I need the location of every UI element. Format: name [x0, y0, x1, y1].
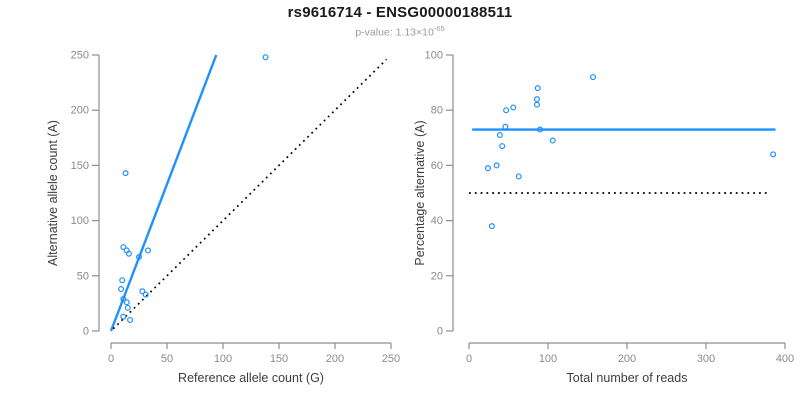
- y-tick-label: 40: [431, 215, 443, 227]
- y-tick-label: 80: [431, 105, 443, 117]
- data-point: [537, 126, 544, 133]
- data-point: [125, 250, 132, 257]
- chart-subtitle: p-value: 1.13×10-65: [0, 24, 800, 39]
- x-tick-label: 100: [539, 353, 557, 365]
- data-point: [496, 132, 503, 139]
- data-point: [510, 104, 517, 111]
- x-tick-label: 400: [776, 353, 794, 365]
- data-point: [488, 223, 495, 230]
- y-axis-title: Alternative allele count (A): [46, 120, 60, 266]
- x-tick-label: 300: [697, 353, 715, 365]
- y-tick-label: 100: [71, 215, 89, 227]
- data-point: [123, 299, 130, 306]
- chart-title: rs9616714 - ENSG00000188511: [287, 4, 513, 21]
- y-tick-label: 50: [77, 270, 89, 282]
- data-point: [484, 165, 491, 172]
- y-tick-label: 0: [437, 326, 443, 338]
- data-point: [139, 288, 146, 295]
- x-tick-label: 250: [382, 353, 400, 365]
- y-tick-label: 150: [71, 160, 89, 172]
- data-point: [142, 291, 149, 298]
- y-tick-label: 200: [71, 105, 89, 117]
- data-point: [493, 162, 500, 169]
- data-point: [127, 316, 134, 323]
- x-tick-label: 0: [466, 353, 472, 365]
- y-tick-label: 20: [431, 270, 443, 282]
- x-tick-label: 0: [108, 353, 114, 365]
- data-point: [499, 143, 506, 150]
- data-point: [534, 85, 541, 92]
- data-point: [262, 54, 269, 61]
- data-point: [120, 295, 127, 302]
- allele-counts-scatter: 0 50 100 150 200 250 0 50 100 150 200 250 Reference …: [46, 50, 400, 386]
- y-tick-label: 60: [431, 160, 443, 172]
- regression-line: [109, 54, 218, 332]
- y-tick-label: 250: [71, 50, 89, 62]
- percentage-alternative-scatter: 0 20 40 60 80 100 0 100 200 300 400 Total number of…: [413, 50, 794, 386]
- data-point: [120, 313, 127, 320]
- data-point: [515, 173, 522, 180]
- x-axis-title: Total number of reads: [567, 371, 688, 385]
- data-point: [124, 304, 131, 311]
- x-tick-label: 150: [270, 353, 288, 365]
- x-tick-label: 50: [161, 353, 173, 365]
- x-tick-label: 200: [618, 353, 636, 365]
- data-point: [770, 151, 777, 158]
- data-point: [118, 286, 125, 293]
- pvalue-text: p-value: 1.13×10: [355, 26, 434, 39]
- data-point: [122, 170, 129, 177]
- data-point: [533, 96, 540, 103]
- pvalue-exponent: -65: [433, 24, 445, 33]
- data-point: [502, 123, 509, 130]
- data-point: [549, 137, 556, 144]
- data-point: [503, 107, 510, 114]
- data-point: [119, 277, 126, 284]
- y-tick-label: 0: [83, 326, 89, 338]
- x-axis-title: Reference allele count (G): [178, 371, 324, 385]
- data-point: [144, 247, 151, 254]
- data-point: [590, 74, 597, 81]
- x-tick-label: 100: [214, 353, 232, 365]
- x-tick-label: 200: [326, 353, 344, 365]
- y-axis-title: Percentage alternative (A): [413, 120, 427, 265]
- identity-line: [112, 58, 388, 330]
- data-point: [136, 254, 143, 261]
- data-point: [533, 101, 540, 108]
- data-point: [120, 244, 127, 251]
- y-tick-label: 100: [425, 50, 443, 62]
